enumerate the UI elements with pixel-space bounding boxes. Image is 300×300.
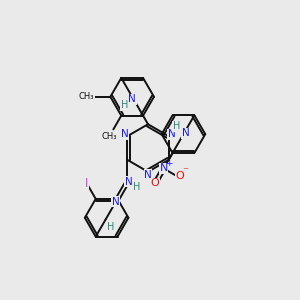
Text: ⁻: ⁻ <box>182 166 188 176</box>
Text: H: H <box>107 222 114 233</box>
Text: N: N <box>144 170 152 180</box>
Text: H: H <box>121 100 128 110</box>
Text: N: N <box>121 129 128 139</box>
Text: CH₃: CH₃ <box>79 92 94 101</box>
Text: N: N <box>168 129 176 139</box>
Text: H: H <box>173 121 180 131</box>
Text: N: N <box>128 94 136 104</box>
Text: O: O <box>151 178 160 188</box>
Text: N: N <box>182 128 189 138</box>
Text: CH₃: CH₃ <box>102 132 117 141</box>
Text: N: N <box>160 164 168 173</box>
Text: +: + <box>165 159 172 168</box>
Text: N: N <box>124 177 132 187</box>
Text: I: I <box>85 177 88 190</box>
Text: N: N <box>112 196 119 207</box>
Text: O: O <box>175 171 184 181</box>
Text: H: H <box>133 182 140 192</box>
